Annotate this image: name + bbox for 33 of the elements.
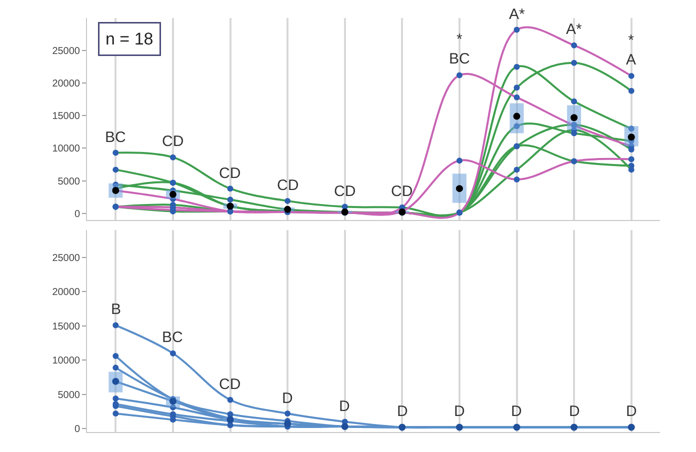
y-tick-label: 10000 bbox=[52, 144, 80, 155]
annotation: BC bbox=[162, 329, 184, 346]
annotation: BC bbox=[105, 129, 126, 146]
annotation: A* bbox=[566, 21, 582, 38]
annotation: CD bbox=[334, 183, 356, 200]
annotation: D bbox=[511, 403, 522, 420]
y-tick-label: 20000 bbox=[52, 287, 80, 298]
annotation: * A bbox=[626, 32, 636, 68]
annotation: * BC bbox=[449, 31, 470, 68]
y-tick-label: 10000 bbox=[52, 356, 80, 367]
annotation: D bbox=[282, 390, 293, 407]
y-tick-label: 0 bbox=[74, 208, 80, 220]
annotation: n = 18 bbox=[106, 30, 154, 48]
y-tick-label: 15000 bbox=[52, 111, 80, 122]
annotation: D bbox=[397, 403, 408, 420]
annotation: D bbox=[339, 398, 350, 415]
annotation: A* bbox=[509, 6, 526, 23]
y-tick-label: 5000 bbox=[58, 390, 80, 401]
y-tick-label: 25000 bbox=[52, 253, 80, 264]
annotation: B bbox=[111, 301, 122, 318]
annotation: D bbox=[626, 403, 637, 420]
y-tick-label: 0 bbox=[74, 424, 80, 436]
annotation: CD bbox=[277, 177, 299, 194]
annotation: D bbox=[454, 403, 465, 420]
y-tick-label: 25000 bbox=[52, 46, 80, 58]
y-tick-label: 20000 bbox=[52, 78, 80, 90]
annotation: CD bbox=[162, 133, 184, 150]
annotation: CD bbox=[391, 183, 413, 200]
annotation: CD bbox=[219, 376, 241, 393]
y-tick-label: 15000 bbox=[52, 321, 80, 332]
annotation: D bbox=[569, 403, 580, 420]
annotation: CD bbox=[219, 165, 241, 182]
y-tick-label: 5000 bbox=[58, 176, 80, 188]
